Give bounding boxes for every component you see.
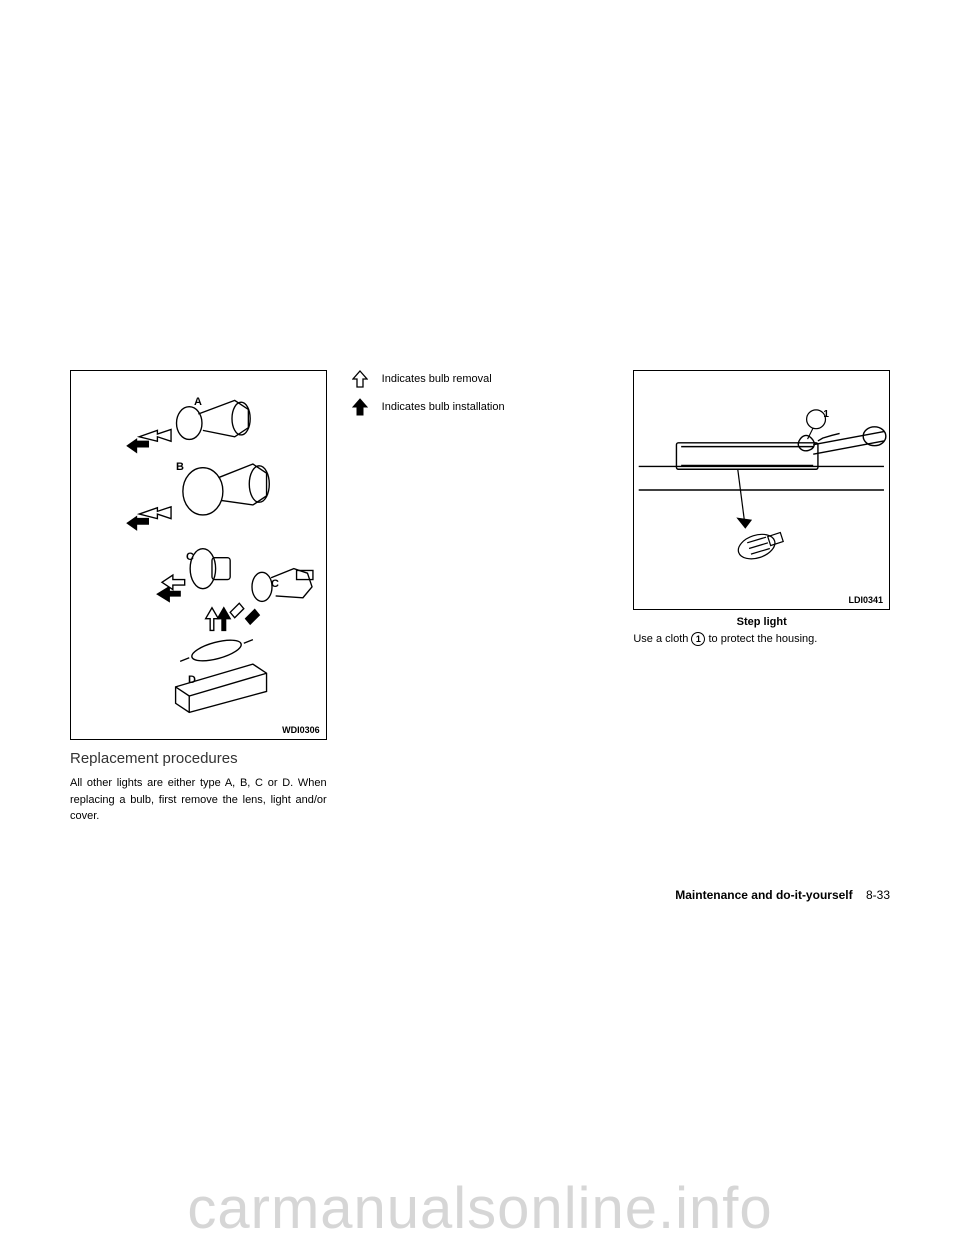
label-a: A (194, 396, 202, 408)
arrow-up-outline-icon (352, 370, 368, 388)
label-c: C (186, 551, 194, 563)
arrow-up-solid-icon (352, 398, 368, 416)
replacement-heading: Replacement procedures (70, 750, 327, 767)
left-column: A B C C D WDI0306 Replacement procedures… (70, 370, 327, 825)
label-b: B (176, 461, 184, 473)
circled-1: 1 (691, 632, 705, 646)
figure-code-right: LDI0341 (848, 595, 883, 605)
step-light-caption: Step light (633, 616, 890, 628)
legend-removal: Indicates bulb removal (352, 370, 609, 388)
step-light-text: Use a cloth 1 to protect the housing. (633, 632, 890, 646)
page-footer: Maintenance and do-it-yourself 8-33 (675, 888, 890, 902)
legend-installation: Indicates bulb installation (352, 398, 609, 416)
callout-1: 1 (823, 409, 829, 420)
middle-column: Indicates bulb removal Indicates bulb in… (352, 370, 609, 825)
label-d: D (188, 674, 196, 686)
right-column: 1 LDI0341 Step light Use a cloth 1 to pr… (633, 370, 890, 825)
figure-code-left: WDI0306 (282, 725, 320, 735)
bulb-diagram-svg (71, 371, 326, 739)
page-content: A B C C D WDI0306 Replacement procedures… (70, 370, 890, 825)
step-light-figure: 1 LDI0341 (633, 370, 890, 610)
right-text-prefix: Use a cloth (633, 633, 691, 645)
watermark: carmanualsonline.info (0, 1175, 960, 1242)
footer-page: 8-33 (866, 888, 890, 902)
footer-section: Maintenance and do-it-yourself (675, 888, 852, 902)
legend-removal-text: Indicates bulb removal (382, 373, 492, 385)
bulb-types-figure: A B C C D WDI0306 (70, 370, 327, 740)
label-c2: C (271, 578, 279, 590)
right-text-suffix: to protect the housing. (705, 633, 817, 645)
legend-installation-text: Indicates bulb installation (382, 401, 505, 413)
replacement-body: All other lights are either type A, B, C… (70, 775, 327, 825)
step-light-svg (634, 371, 889, 609)
